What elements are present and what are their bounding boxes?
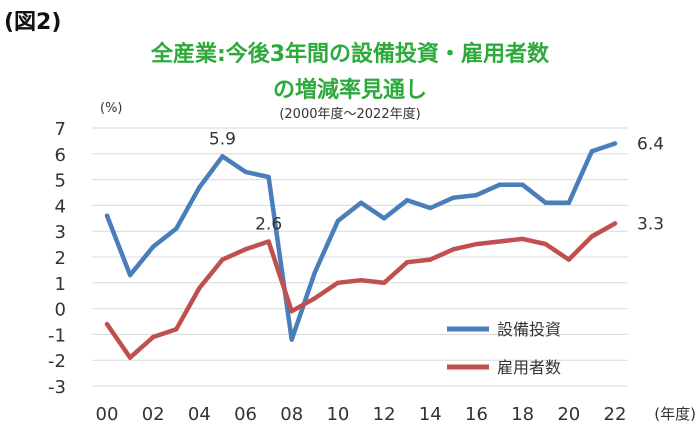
data-point xyxy=(520,182,525,187)
data-point xyxy=(127,355,133,360)
data-point xyxy=(381,280,387,285)
data-point xyxy=(428,257,433,262)
data-label: 3.3 xyxy=(637,214,664,234)
data-point xyxy=(474,192,479,198)
y-tick-label: 0 xyxy=(55,300,66,321)
data-point xyxy=(612,221,618,226)
data-point xyxy=(220,154,225,159)
data-point xyxy=(497,239,502,244)
data-point xyxy=(335,218,341,224)
x-tick-label: 12 xyxy=(373,404,396,425)
chart-title-line1: 全産業:今後3年間の設備投資・雇用者数 xyxy=(150,42,550,67)
y-tick-label: -2 xyxy=(48,351,66,372)
series-lines xyxy=(104,141,618,360)
data-point xyxy=(543,200,548,206)
data-point xyxy=(474,241,479,247)
data-point xyxy=(104,213,110,218)
legend-label: 雇用者数 xyxy=(497,358,561,377)
y-tick-label: 6 xyxy=(55,145,66,166)
data-labels: 5.9 2.6 6.4 3.3 xyxy=(209,129,664,234)
data-point xyxy=(358,200,364,206)
data-point xyxy=(266,174,271,180)
data-point xyxy=(612,141,618,146)
y-tick-label: 4 xyxy=(55,196,66,217)
data-point xyxy=(127,272,133,278)
data-point xyxy=(243,247,248,252)
gridlines xyxy=(92,127,628,387)
y-axis-ticks: 7 6 5 4 3 2 1 0 -1 -2 -3 xyxy=(48,119,66,398)
x-tick-label: 06 xyxy=(234,404,257,425)
data-point xyxy=(589,234,595,239)
data-point xyxy=(243,169,248,175)
y-tick-label: 7 xyxy=(55,119,66,140)
data-point xyxy=(520,236,525,242)
y-axis-unit: (%) xyxy=(100,101,123,116)
x-tick-label: 14 xyxy=(419,404,442,425)
data-point xyxy=(358,278,364,283)
chart-title-line2: の増減率見通し xyxy=(272,78,427,103)
data-label: 6.4 xyxy=(637,134,664,154)
x-axis-unit: (年度) xyxy=(654,405,696,423)
chart-subtitle: (2000年度〜2022年度) xyxy=(279,107,421,122)
x-tick-label: 16 xyxy=(465,404,488,425)
legend-label: 設備投資 xyxy=(497,320,561,339)
figure-label: (図2) xyxy=(4,10,62,35)
data-point xyxy=(451,195,456,200)
y-tick-label: 1 xyxy=(55,274,66,295)
data-point xyxy=(589,149,595,154)
data-point xyxy=(266,239,271,244)
x-tick-label: 00 xyxy=(96,404,119,425)
y-tick-label: 3 xyxy=(55,222,66,243)
data-point xyxy=(220,257,225,262)
data-point xyxy=(289,308,294,314)
data-point xyxy=(174,226,179,231)
data-point xyxy=(197,285,202,291)
data-point xyxy=(150,244,156,249)
data-point xyxy=(451,247,456,252)
data-point xyxy=(566,200,572,206)
data-point xyxy=(381,216,387,221)
data-point xyxy=(289,337,294,342)
x-tick-label: 02 xyxy=(142,404,165,425)
x-tick-label: 08 xyxy=(280,404,303,425)
x-tick-label: 10 xyxy=(326,404,349,425)
data-point xyxy=(174,327,179,332)
y-tick-label: -1 xyxy=(48,325,66,346)
data-point xyxy=(312,270,318,275)
x-tick-label: 18 xyxy=(511,404,534,425)
data-point xyxy=(404,198,410,203)
data-point xyxy=(428,205,433,211)
data-point xyxy=(566,257,572,262)
x-tick-label: 04 xyxy=(188,404,211,425)
data-point xyxy=(197,185,202,190)
x-tick-label: 20 xyxy=(557,404,580,425)
data-point xyxy=(335,280,341,285)
data-point xyxy=(404,259,410,265)
data-point xyxy=(497,182,502,187)
data-point xyxy=(543,241,548,247)
data-point xyxy=(150,334,156,340)
y-tick-label: 5 xyxy=(55,171,66,192)
data-label: 2.6 xyxy=(255,215,282,235)
data-point xyxy=(104,321,110,327)
y-tick-label: 2 xyxy=(55,248,66,269)
x-axis-ticks: 00 02 04 06 08 10 12 14 16 18 20 22 xyxy=(96,404,627,425)
data-label: 5.9 xyxy=(209,129,236,149)
y-tick-label: -3 xyxy=(48,377,66,398)
data-point xyxy=(312,296,318,301)
x-tick-label: 22 xyxy=(604,404,627,425)
